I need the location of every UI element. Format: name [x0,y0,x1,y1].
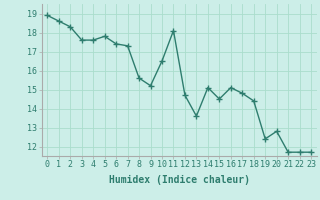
X-axis label: Humidex (Indice chaleur): Humidex (Indice chaleur) [109,175,250,185]
